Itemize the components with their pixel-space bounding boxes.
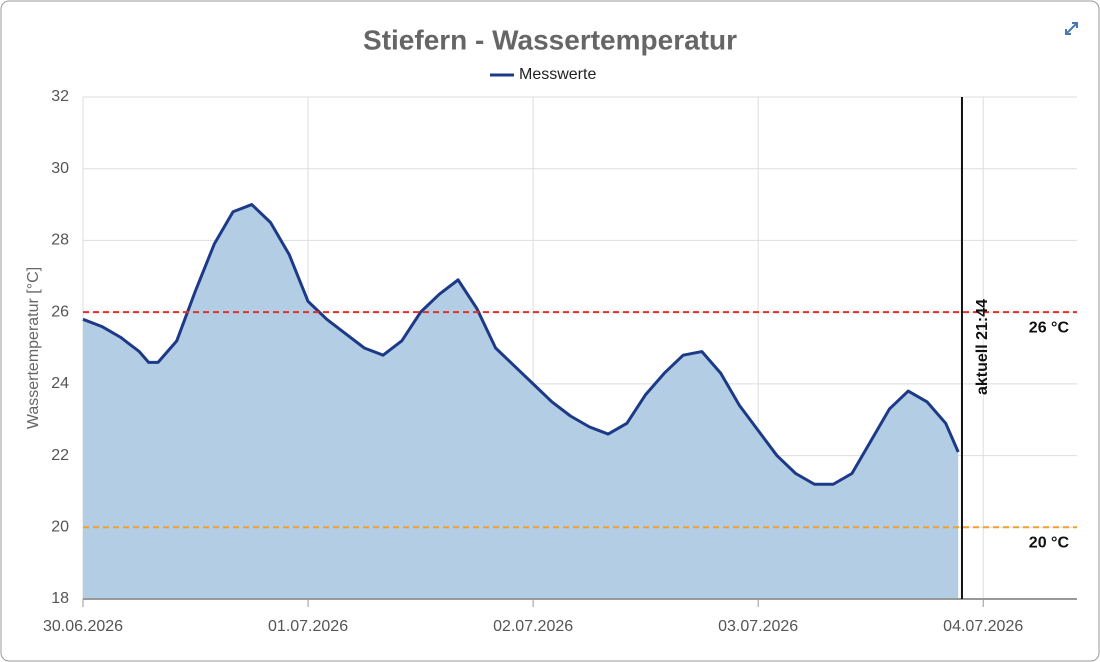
marker-label: aktuell 21:44	[974, 299, 991, 395]
x-tick-label: 02.07.2026	[493, 618, 573, 635]
y-tick-label: 28	[51, 232, 69, 249]
y-tick-label: 32	[51, 88, 69, 105]
threshold-label: 20 °C	[1029, 535, 1070, 552]
expand-icon[interactable]	[1065, 22, 1078, 35]
y-tick-label: 30	[51, 160, 69, 177]
x-tick-label: 30.06.2026	[43, 618, 123, 635]
y-axis-label: Wassertemperatur [°C]	[25, 267, 42, 429]
chart-title: Stiefern - Wassertemperatur	[363, 24, 737, 55]
y-tick-label: 20	[51, 519, 69, 536]
x-tick-label: 04.07.2026	[943, 618, 1023, 635]
x-tick-label: 03.07.2026	[718, 618, 798, 635]
y-tick-label: 24	[51, 375, 69, 392]
y-tick-label: 22	[51, 447, 69, 464]
threshold-label: 26 °C	[1029, 319, 1070, 336]
y-tick-label: 26	[51, 303, 69, 320]
legend-label: Messwerte	[519, 66, 596, 83]
line	[82, 203, 960, 486]
y-tick-label: 18	[51, 590, 69, 607]
x-tick-label: 01.07.2026	[268, 618, 348, 635]
area	[83, 204, 959, 600]
